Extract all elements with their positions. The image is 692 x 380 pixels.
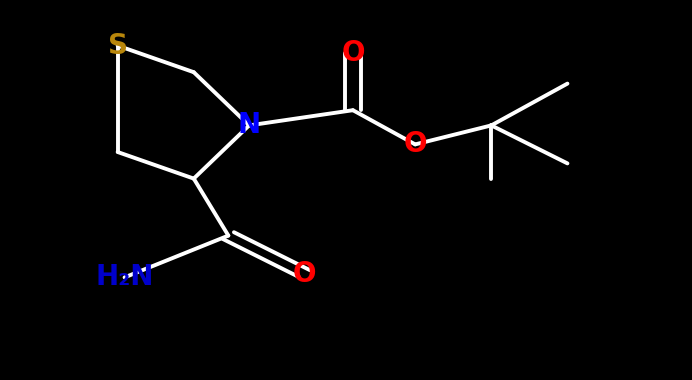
Text: O: O [341, 39, 365, 67]
Text: S: S [108, 32, 127, 60]
Text: N: N [237, 111, 261, 139]
Text: O: O [293, 260, 316, 288]
Text: O: O [403, 130, 427, 158]
Text: H₂N: H₂N [95, 263, 154, 291]
